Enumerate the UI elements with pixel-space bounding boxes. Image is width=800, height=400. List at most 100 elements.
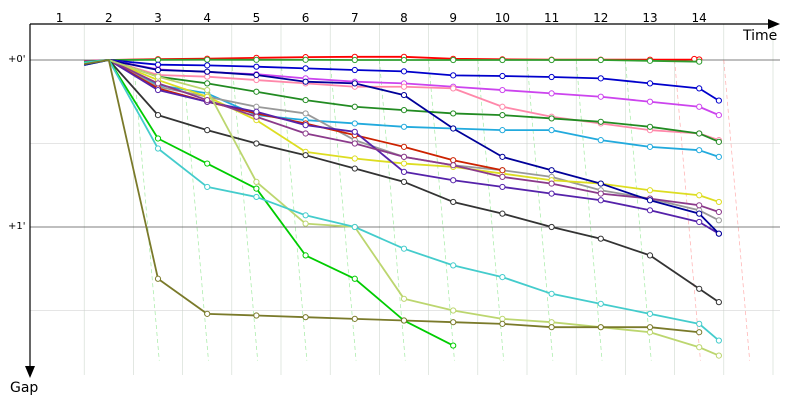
series-point	[548, 180, 555, 187]
series-point	[646, 197, 654, 204]
x-tick-label: 10	[495, 11, 510, 25]
series-point	[499, 320, 506, 327]
series-13	[84, 59, 722, 237]
series-point	[548, 56, 555, 64]
series-point	[548, 319, 555, 326]
series-point	[302, 130, 309, 137]
series-point	[253, 63, 260, 70]
series-point	[204, 127, 211, 134]
series-12	[84, 59, 722, 216]
series-point	[548, 90, 555, 97]
series-point	[646, 310, 654, 317]
series-point	[499, 173, 506, 180]
series-point	[400, 68, 408, 75]
x-tick-labels: 1 2 3 4 5 6 7 8 9 10 11 12 13 14	[56, 11, 707, 25]
series-point	[154, 80, 162, 87]
series-point	[597, 137, 604, 144]
x-tick-label: 2	[105, 11, 113, 25]
series-point	[597, 300, 604, 307]
series-point	[204, 80, 211, 87]
series-point	[154, 135, 162, 142]
series-point	[253, 103, 260, 110]
series-point	[400, 91, 408, 99]
series-14	[84, 59, 722, 306]
series-layer	[84, 53, 722, 359]
series-point	[499, 167, 506, 174]
series-point	[499, 103, 506, 110]
series-point	[204, 73, 211, 80]
y-axis-arrow	[25, 366, 35, 378]
series-point	[253, 76, 260, 84]
series-point	[597, 180, 604, 187]
series-point	[597, 324, 604, 331]
series-point	[253, 113, 260, 120]
series-point	[351, 120, 358, 127]
series-point	[400, 107, 408, 114]
series-point	[597, 197, 604, 204]
series-point	[597, 75, 604, 82]
series-point	[253, 71, 260, 79]
x-tick-label: 3	[154, 11, 162, 25]
series-point	[548, 324, 555, 331]
series-1	[84, 53, 703, 63]
series-point	[204, 68, 211, 75]
series-point	[548, 115, 555, 122]
series-point	[204, 160, 211, 167]
series-point	[715, 217, 722, 224]
series-point	[499, 72, 506, 80]
series-point	[351, 66, 358, 74]
series-point	[400, 168, 408, 175]
series-point	[302, 96, 309, 104]
series-point	[696, 202, 703, 209]
series-point	[253, 56, 260, 63]
x-tick-label: 6	[302, 11, 310, 25]
series-point	[154, 66, 162, 74]
series-point	[696, 218, 703, 226]
series-point	[646, 207, 654, 214]
lap-guide	[182, 59, 209, 361]
series-point	[154, 145, 162, 152]
series-point	[646, 123, 654, 130]
series-point	[450, 85, 457, 92]
series-point	[450, 342, 457, 349]
series-point	[499, 153, 506, 160]
lap-guide	[379, 59, 406, 361]
series-point	[154, 112, 162, 119]
series-point	[351, 315, 358, 322]
series-point	[548, 290, 555, 297]
series-point	[351, 165, 358, 172]
y-tick-label: +1'	[8, 221, 26, 232]
series-point	[204, 96, 211, 104]
series-point	[646, 252, 654, 259]
series-point	[696, 147, 703, 154]
series-6	[84, 59, 722, 145]
series-point	[499, 183, 506, 191]
x-tick-label: 1	[56, 11, 64, 25]
series-18	[84, 59, 703, 336]
series-point	[351, 155, 358, 162]
series-point	[253, 88, 260, 95]
series-point	[351, 223, 358, 231]
lap-guide	[133, 59, 160, 361]
series-point	[499, 315, 506, 322]
y-axis-title: Gap	[10, 380, 38, 396]
series-point	[204, 183, 211, 191]
series-point	[696, 285, 703, 292]
series-point	[302, 56, 309, 63]
series-point	[400, 56, 408, 64]
x-axis-title: Time	[742, 28, 777, 44]
series-point	[597, 235, 604, 242]
series-point	[302, 152, 309, 159]
series-point	[696, 58, 703, 65]
series-point	[204, 310, 211, 317]
x-tick-label: 4	[203, 11, 211, 25]
series-point	[253, 185, 260, 192]
series-16	[84, 59, 457, 349]
series-point	[646, 187, 654, 194]
series-point	[400, 160, 408, 167]
series-point	[253, 140, 260, 147]
x-tick-label: 7	[351, 11, 359, 25]
series-point	[351, 56, 358, 64]
series-point	[548, 73, 555, 81]
